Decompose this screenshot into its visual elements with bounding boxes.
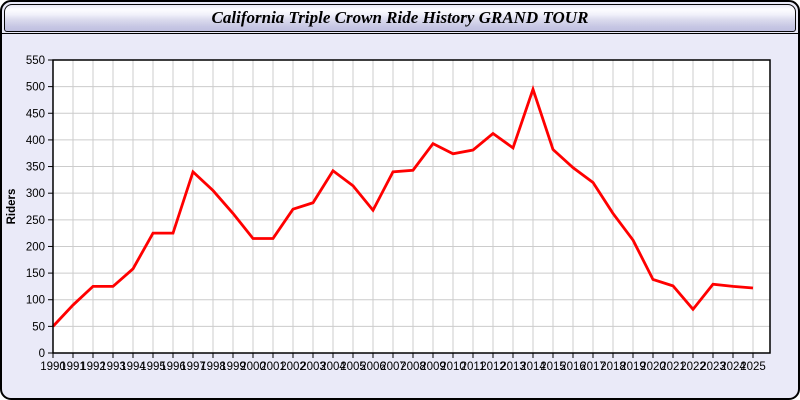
x-tick-label: 2014	[520, 361, 546, 373]
x-tick-label: 2001	[260, 361, 286, 373]
x-tick-label: 1997	[180, 361, 206, 373]
y-tick-label: 150	[26, 268, 45, 280]
x-tick-label: 2005	[340, 361, 366, 373]
riders-data-line	[51, 84, 754, 328]
x-tick-label: 2003	[300, 361, 326, 373]
plot-border	[52, 59, 771, 354]
page-title: California Triple Crown Ride History GRA…	[211, 8, 589, 27]
plot-background	[53, 60, 770, 353]
x-tick-label: 2015	[540, 361, 566, 373]
x-tick-label: 1995	[140, 361, 166, 373]
x-tick-label: 2013	[500, 361, 526, 373]
x-tick-label: 1999	[220, 361, 246, 373]
x-tick-label: 1994	[120, 361, 146, 373]
y-tick-label: 300	[26, 188, 45, 200]
y-tick-label: 250	[26, 215, 45, 227]
y-tick-label: 350	[26, 162, 45, 174]
x-tick-label: 2016	[560, 361, 586, 373]
y-tick-label: 200	[26, 241, 45, 253]
title-bar: California Triple Crown Ride History GRA…	[4, 4, 796, 32]
x-tick-label: 1993	[100, 361, 126, 373]
y-tick-label: 0	[39, 348, 45, 360]
x-tick-label: 2021	[660, 361, 686, 373]
x-tick-label: 2009	[420, 361, 446, 373]
y-tick-label: 500	[26, 82, 45, 94]
chart-container: 0 50 100 150 200 250 300 350 400 450 500 550 1990 199…	[2, 34, 798, 398]
x-tick-label: 2024	[720, 361, 746, 373]
x-tick-label: 1991	[60, 361, 86, 373]
x-tick-label: 2025	[740, 361, 766, 373]
x-tick-label: 2004	[320, 361, 346, 373]
x-tick-label: 1990	[40, 361, 66, 373]
titlebar-divider	[2, 33, 798, 34]
x-tick-label: 2010	[440, 361, 466, 373]
y-tick-label: 50	[32, 321, 45, 333]
x-tick-label: 2017	[580, 361, 606, 373]
x-tick-label: 2023	[700, 361, 726, 373]
x-tick-label: 2022	[680, 361, 706, 373]
x-tick-label: 2000	[240, 361, 266, 373]
ride-history-line-chart: 0501001502002503003504004505005501990199…	[6, 55, 771, 373]
x-tick-label: 2011	[461, 361, 486, 373]
x-tick-label: 2020	[640, 361, 666, 373]
x-tick-label: 1996	[160, 361, 186, 373]
x-tick-label: 2019	[620, 361, 646, 373]
x-tick-label: 2006	[360, 361, 386, 373]
x-tick-label: 2018	[600, 361, 626, 373]
y-axis-title: Riders	[6, 189, 18, 225]
x-tick-label: 2002	[280, 361, 306, 373]
y-tick-label: 100	[26, 295, 45, 307]
x-tick-label: 2012	[480, 361, 506, 373]
x-tick-label: 1992	[80, 361, 106, 373]
x-tick-label: 1998	[200, 361, 226, 373]
x-tick-label: 2008	[400, 361, 426, 373]
y-tick-label: 450	[26, 108, 45, 120]
x-tick-label: 2007	[380, 361, 406, 373]
y-tick-label: 400	[26, 135, 45, 147]
y-tick-label: 550	[26, 55, 45, 67]
